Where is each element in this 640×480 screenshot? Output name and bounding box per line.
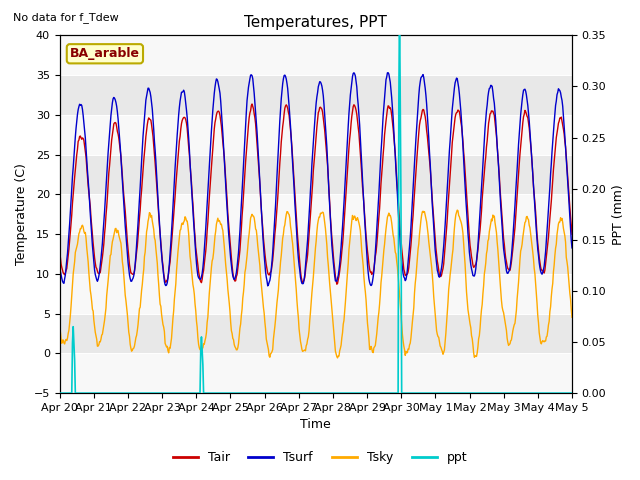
Bar <box>60 313 572 353</box>
Bar <box>60 274 572 313</box>
Bar <box>60 75 572 115</box>
Y-axis label: Temperature (C): Temperature (C) <box>15 163 28 265</box>
Bar <box>60 36 572 75</box>
Bar <box>60 353 572 393</box>
Bar <box>60 194 572 234</box>
Text: No data for f_Tdew: No data for f_Tdew <box>13 12 118 23</box>
Bar <box>60 115 572 155</box>
Text: BA_arable: BA_arable <box>70 47 140 60</box>
Bar <box>60 234 572 274</box>
Y-axis label: PPT (mm): PPT (mm) <box>612 184 625 245</box>
X-axis label: Time: Time <box>300 419 331 432</box>
Legend: Tair, Tsurf, Tsky, ppt: Tair, Tsurf, Tsky, ppt <box>168 446 472 469</box>
Title: Temperatures, PPT: Temperatures, PPT <box>244 15 387 30</box>
Bar <box>60 155 572 194</box>
